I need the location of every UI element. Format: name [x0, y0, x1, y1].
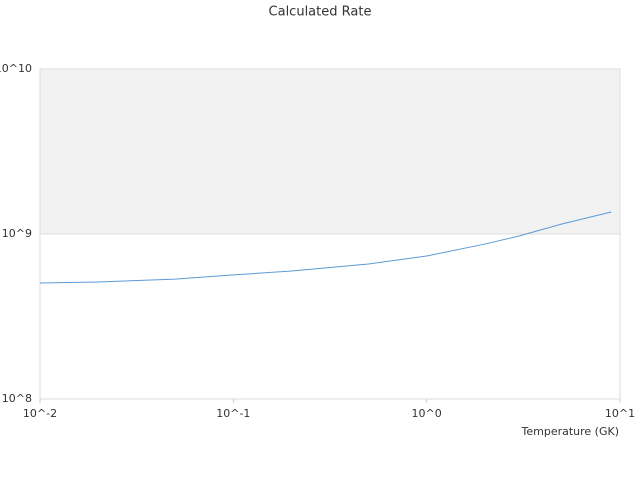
plot-band	[40, 69, 620, 234]
line	[39, 211, 612, 284]
x-tick-label: 10^0	[412, 407, 442, 420]
x-tick-label: 10^-1	[216, 407, 250, 420]
x-tick-label: 10^-2	[23, 407, 57, 420]
y-tick-label: 10^10	[0, 62, 32, 75]
x-tick-label: 10^1	[605, 407, 635, 420]
chart-title: Calculated Rate	[269, 5, 372, 20]
y-tick-label: 10^8	[2, 392, 32, 405]
y-tick-label: 10^9	[2, 227, 32, 240]
x-axis-label: Temperature (GK)	[521, 425, 620, 438]
plot-band	[40, 234, 620, 399]
